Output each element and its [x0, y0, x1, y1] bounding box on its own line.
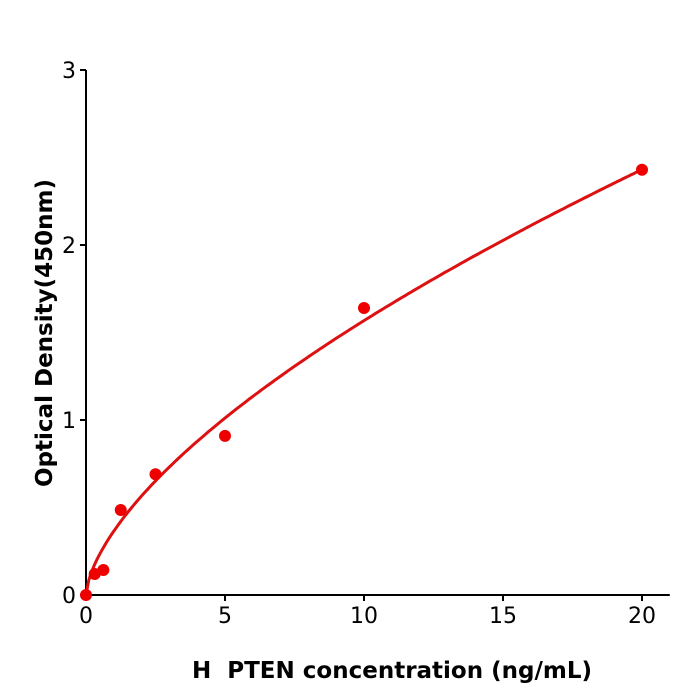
- axes: 0 5 10 15 20 0 1 2 3: [62, 59, 670, 629]
- x-tick-label: 0: [79, 604, 93, 629]
- y-tick-label: 2: [62, 234, 76, 259]
- x-tick-label: 15: [489, 604, 517, 629]
- data-point: [636, 163, 648, 176]
- fit-curve: [84, 168, 643, 596]
- data-points: [80, 163, 648, 601]
- data-point: [358, 302, 370, 314]
- x-tick-label: 20: [628, 604, 656, 629]
- y-tick-label: 1: [62, 409, 76, 434]
- data-point: [97, 563, 110, 576]
- data-point: [80, 589, 92, 601]
- x-tick-label: 10: [350, 604, 378, 629]
- y-tick-label: 0: [62, 584, 76, 609]
- y-tick-label: 3: [62, 59, 76, 84]
- y-axis-label: Optical Density(450nm): [32, 179, 58, 487]
- x-axis-label: H PTEN concentration (ng/mL): [192, 658, 592, 684]
- data-point: [219, 429, 231, 442]
- x-tick-label: 5: [218, 604, 232, 629]
- data-point: [149, 468, 162, 481]
- data-point: [114, 503, 127, 516]
